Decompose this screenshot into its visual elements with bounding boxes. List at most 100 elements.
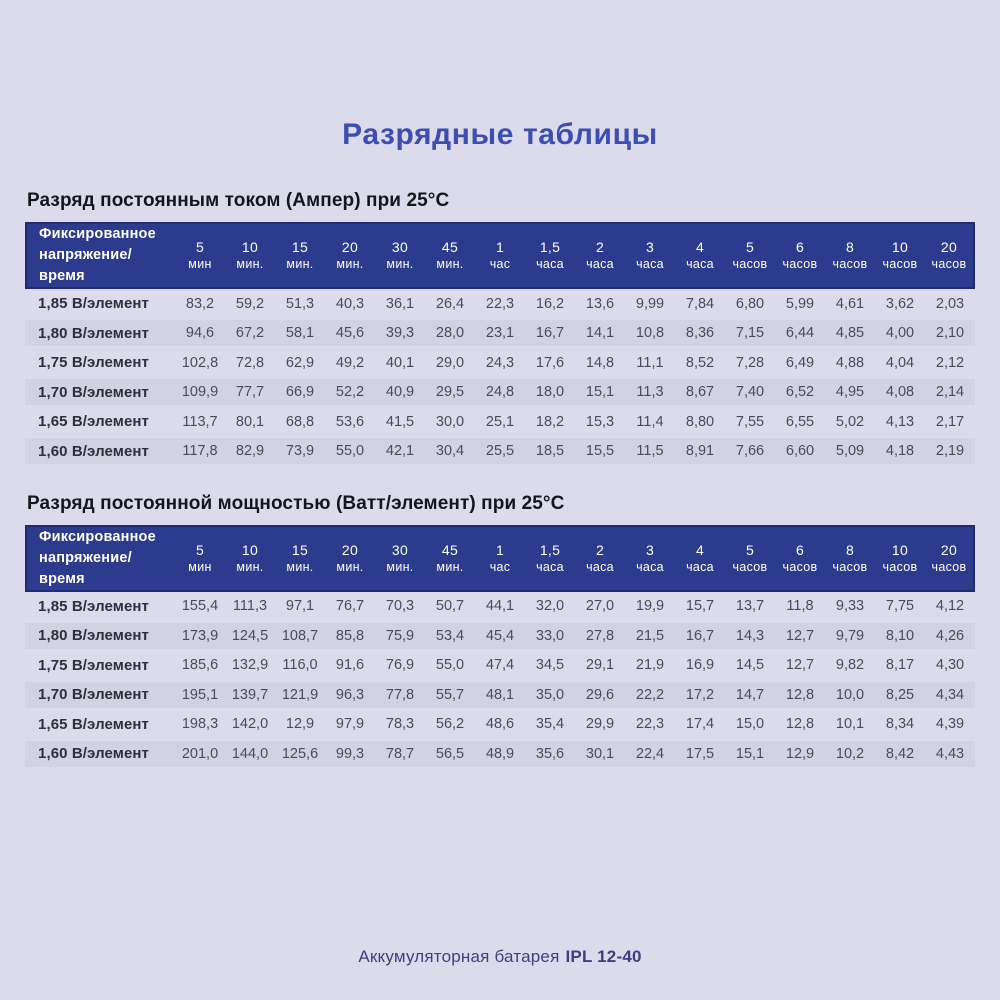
column-header-unit: мин. — [436, 559, 464, 574]
cell-value: 97,9 — [335, 716, 365, 733]
cell-value: 29,5 — [425, 377, 475, 407]
cell-value: 77,8 — [375, 680, 425, 710]
column-header-number: 5 — [195, 541, 205, 558]
cell-value: 16,2 — [535, 295, 565, 312]
header-corner-label: Фиксированное напряжение/время — [25, 524, 175, 592]
cell-value: 12,8 — [775, 680, 825, 710]
column-header: 6 часов — [775, 524, 825, 592]
cell-value: 14,5 — [735, 657, 765, 674]
cell-value: 5,02 — [835, 413, 865, 430]
cell-value: 22,4 — [625, 739, 675, 769]
column-header: 10 мин. — [225, 221, 275, 289]
header-row: Фиксированное напряжение/время 5 мин 10 мин.… — [25, 524, 975, 592]
column-header-unit: мин. — [286, 559, 314, 574]
cell-value: 78,3 — [385, 716, 415, 733]
column-header-unit: часов — [732, 256, 768, 271]
cell-value: 4,61 — [835, 295, 865, 312]
cell-value: 23,1 — [475, 318, 525, 348]
cell-value: 7,55 — [735, 413, 765, 430]
cell-value: 144,0 — [225, 739, 275, 769]
cell-value: 12,8 — [785, 716, 815, 733]
column-header: 30 мин. — [375, 221, 425, 289]
cell-value: 155,4 — [181, 598, 219, 615]
cell-value: 55,0 — [325, 436, 375, 466]
cell-value: 85,8 — [325, 621, 375, 651]
cell-value: 4,39 — [935, 716, 965, 733]
cell-value: 124,5 — [225, 621, 275, 651]
cell-value: 12,9 — [775, 739, 825, 769]
cell-value: 42,1 — [375, 436, 425, 466]
cell-value: 4,34 — [925, 680, 975, 710]
cell-value: 4,85 — [825, 318, 875, 348]
cell-value: 8,34 — [885, 716, 915, 733]
column-header: 3 часа — [625, 221, 675, 289]
cell-value: 4,88 — [835, 354, 865, 371]
column-header: 1,5 часа — [525, 524, 575, 592]
row-label: 1,60 В/элемент — [25, 436, 175, 466]
cell-value: 17,4 — [685, 716, 715, 733]
cell-value: 16,9 — [685, 657, 715, 674]
column-header: 10 часов — [875, 221, 925, 289]
column-header-unit: часов — [931, 256, 967, 271]
column-header-unit: мин. — [336, 256, 364, 271]
column-header-number: 30 — [391, 239, 409, 256]
cell-value: 36,1 — [385, 295, 415, 312]
header-corner-label: Фиксированное напряжение/время — [25, 221, 175, 289]
cell-value: 8,52 — [685, 354, 715, 371]
cell-value: 6,49 — [785, 354, 815, 371]
cell-value: 35,0 — [525, 680, 575, 710]
column-header-unit: часа — [536, 559, 564, 574]
column-header-unit: часов — [832, 256, 868, 271]
cell-value: 15,3 — [585, 413, 615, 430]
cell-value: 10,1 — [835, 716, 865, 733]
cell-value: 83,2 — [185, 295, 215, 312]
page-footer: Аккумуляторная батарея IPL 12-40 — [0, 947, 1000, 967]
row-label: 1,85 В/элемент — [38, 597, 149, 615]
column-header-unit: мин — [188, 256, 212, 271]
cell-value: 5,09 — [825, 436, 875, 466]
cell-value: 62,9 — [285, 354, 315, 371]
cell-value: 4,00 — [875, 318, 925, 348]
cell-value: 14,1 — [575, 318, 625, 348]
cell-value: 48,6 — [485, 716, 515, 733]
cell-value: 25,1 — [485, 413, 515, 430]
column-header-unit: часа — [636, 256, 664, 271]
cell-value: 8,36 — [675, 318, 725, 348]
cell-value: 52,2 — [325, 377, 375, 407]
column-header-unit: часов — [882, 559, 918, 574]
table-row: 1,60 В/элемент 201,0 144,0 125,6 99,3 78,7 56,… — [25, 739, 975, 769]
column-header-unit: часа — [686, 559, 714, 574]
cell-value: 109,9 — [175, 377, 225, 407]
column-header-number: 8 — [845, 541, 855, 558]
cell-value: 7,15 — [725, 318, 775, 348]
cell-value: 102,8 — [181, 354, 219, 371]
column-header: 5 часов — [725, 221, 775, 289]
cell-value: 15,0 — [735, 716, 765, 733]
cell-value: 10,0 — [825, 680, 875, 710]
cell-value: 17,5 — [675, 739, 725, 769]
cell-value: 67,2 — [225, 318, 275, 348]
cell-value: 15,5 — [575, 436, 625, 466]
table-row: 1,70 В/элемент 109,9 77,7 66,9 52,2 40,9 29,5 2… — [25, 377, 975, 407]
cell-value: 72,8 — [235, 354, 265, 371]
cell-value: 6,60 — [775, 436, 825, 466]
cell-value: 6,55 — [785, 413, 815, 430]
cell-value: 198,3 — [181, 716, 219, 733]
cell-value: 4,08 — [875, 377, 925, 407]
cell-value: 142,0 — [231, 716, 269, 733]
column-header: 4 часа — [675, 524, 725, 592]
cell-value: 9,33 — [835, 598, 865, 615]
column-header: 1 час — [475, 524, 525, 592]
cell-value: 96,3 — [325, 680, 375, 710]
cell-value: 22,3 — [635, 716, 665, 733]
cell-value: 7,28 — [735, 354, 765, 371]
column-header: 20 мин. — [325, 221, 375, 289]
column-header-number: 6 — [795, 239, 805, 256]
column-header: 8 часов — [825, 221, 875, 289]
column-header-unit: мин. — [286, 256, 314, 271]
cell-value: 17,2 — [675, 680, 725, 710]
cell-value: 8,10 — [875, 621, 925, 651]
column-header: 20 мин. — [325, 524, 375, 592]
cell-value: 12,9 — [285, 716, 315, 733]
column-header: 15 мин. — [275, 221, 325, 289]
